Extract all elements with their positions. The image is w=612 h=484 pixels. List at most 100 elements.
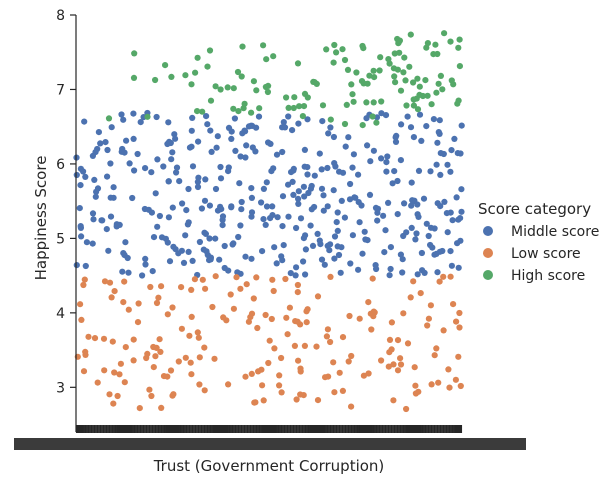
scatter-point-middle-score: [394, 177, 401, 185]
scatter-point-middle-score: [274, 214, 281, 221]
scatter-point-middle-score: [148, 169, 155, 176]
scatter-point-low-score: [365, 370, 372, 377]
scatter-point-high-score: [162, 62, 169, 69]
scatter-point-middle-score: [134, 150, 141, 158]
scatter-point-middle-score: [153, 113, 160, 121]
scatter-point-middle-score: [436, 117, 443, 124]
scatter-point-low-score: [153, 299, 161, 307]
scatter-point-low-score: [388, 319, 395, 326]
scatter-point-high-score: [194, 108, 201, 115]
scatter-point-low-score: [110, 400, 117, 407]
scatter-point-low-score: [411, 364, 418, 371]
scatter-point-middle-score: [408, 224, 415, 231]
scatter-point-middle-score: [453, 194, 460, 201]
scatter-point-middle-score: [300, 183, 307, 190]
scatter-point-middle-score: [418, 137, 425, 144]
scatter-point-middle-score: [253, 124, 260, 131]
scatter-point-high-score: [353, 69, 360, 76]
scatter-point-middle-score: [92, 149, 99, 156]
scatter-point-middle-score: [347, 180, 354, 188]
scatter-point-high-score: [204, 63, 211, 70]
legend-label-low-score: Low score: [511, 246, 581, 262]
scatter-point-high-score: [378, 98, 385, 105]
scatter-point-middle-score: [255, 113, 263, 120]
scatter-point-middle-score: [202, 176, 209, 183]
scatter-point-low-score: [196, 354, 203, 361]
scatter-point-low-score: [202, 285, 209, 292]
scatter-point-middle-score: [279, 193, 287, 200]
scatter-point-middle-score: [381, 249, 388, 256]
scatter-point-low-score: [111, 369, 118, 376]
scatter-point-high-score: [435, 80, 442, 87]
scatter-point-middle-score: [314, 230, 321, 237]
scatter-point-low-score: [230, 305, 237, 312]
scatter-point-middle-score: [167, 139, 174, 147]
scatter-point-low-score: [158, 404, 165, 411]
scatter-point-high-score: [131, 50, 138, 57]
scatter-point-high-score: [264, 88, 271, 96]
scatter-point-low-score: [260, 397, 267, 404]
scatter-point-middle-score: [414, 201, 421, 208]
scatter-point-high-score: [152, 76, 159, 84]
scatter-point-high-score: [310, 78, 317, 85]
scatter-point-low-score: [82, 351, 89, 358]
scatter-point-middle-score: [398, 121, 405, 128]
scatter-point-low-score: [390, 397, 397, 404]
scatter-point-low-score: [164, 311, 171, 318]
scatter-point-middle-score: [89, 210, 97, 217]
scatter-point-low-score: [120, 299, 127, 306]
scatter-point-low-score: [345, 358, 352, 365]
scatter-point-low-score: [255, 368, 262, 375]
scatter-point-low-score: [339, 387, 346, 394]
scatter-point-middle-score: [427, 241, 434, 249]
scatter-point-high-score: [448, 77, 455, 84]
scatter-point-middle-score: [345, 134, 352, 141]
scatter-point-middle-score: [355, 266, 362, 273]
scatter-point-middle-score: [397, 251, 404, 258]
scatter-point-middle-score: [158, 234, 166, 241]
scatter-point-middle-score: [219, 222, 226, 229]
scatter-point-high-score: [291, 94, 298, 101]
scatter-point-low-score: [251, 399, 258, 406]
scatter-point-low-score: [425, 315, 432, 322]
scatter-point-middle-score: [413, 230, 420, 237]
scatter-point-middle-score: [235, 233, 242, 241]
scatter-point-middle-score: [165, 214, 172, 221]
scatter-point-middle-score: [434, 200, 441, 207]
x-axis-ticks: [14, 425, 526, 450]
scatter-point-low-score: [191, 276, 198, 283]
scatter-point-low-score: [91, 335, 99, 342]
scatter-point-middle-score: [415, 213, 422, 220]
scatter-point-low-score: [134, 319, 142, 326]
scatter-point-middle-score: [172, 135, 179, 142]
y-tick-label: 7: [56, 82, 65, 98]
scatter-point-high-score: [441, 30, 448, 37]
scatter-point-high-score: [396, 37, 403, 44]
scatter-point-low-score: [242, 373, 249, 380]
scatter-point-low-score: [386, 336, 394, 343]
scatter-point-middle-score: [454, 150, 461, 157]
scatter-point-middle-score: [448, 262, 455, 269]
scatter-point-high-score: [391, 73, 398, 80]
scatter-point-middle-score: [188, 143, 195, 150]
scatter-point-middle-score: [77, 182, 84, 189]
scatter-point-middle-score: [229, 241, 236, 248]
legend-marker-high-score: [483, 270, 493, 280]
scatter-point-low-score: [428, 381, 435, 388]
scatter-point-low-score: [330, 359, 337, 366]
scatter-point-middle-score: [300, 235, 307, 242]
scatter-point-middle-score: [234, 269, 241, 276]
scatter-point-middle-score: [293, 224, 300, 232]
scatter-point-low-score: [122, 344, 129, 351]
scatter-point-middle-score: [444, 161, 451, 168]
scatter-point-middle-score: [171, 131, 178, 138]
scatter-point-middle-score: [361, 228, 368, 235]
scatter-point-middle-score: [125, 269, 132, 276]
legend-marker-low-score: [483, 248, 493, 258]
scatter-point-high-score: [403, 102, 410, 109]
scatter-point-middle-score: [355, 199, 362, 206]
scatter-point-middle-score: [327, 124, 334, 131]
scatter-point-middle-score: [103, 226, 110, 233]
scatter-point-low-score: [85, 333, 92, 340]
scatter-point-high-score: [199, 108, 206, 115]
